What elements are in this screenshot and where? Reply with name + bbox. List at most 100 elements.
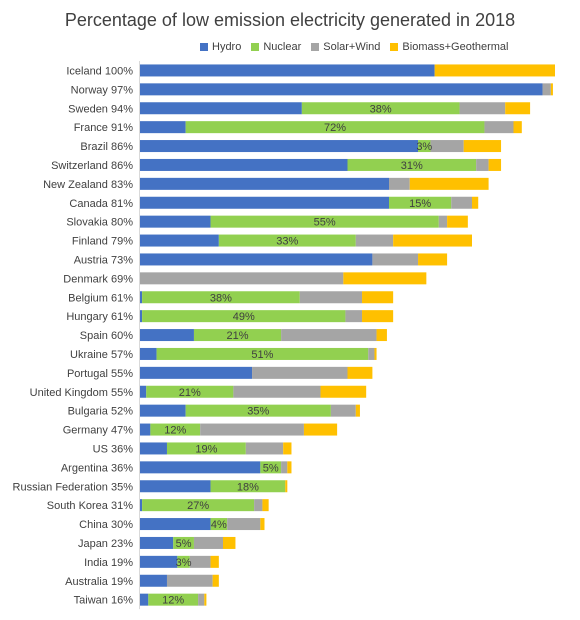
bar-segment-hydro [140, 423, 151, 436]
bar-segment-biomass-geothermal [409, 177, 489, 190]
bar-segment-hydro [140, 196, 389, 209]
legend-swatch [311, 43, 320, 51]
bar-segment-solar-wind [355, 234, 394, 247]
data-label: 19% [195, 443, 217, 455]
bar-segment-nuclear [218, 234, 356, 247]
bar-segment-hydro [140, 140, 419, 153]
legend-label: Biomass+Geothermal [402, 41, 509, 53]
bar-segment-hydro [140, 121, 186, 134]
bar-segment-hydro [140, 64, 435, 77]
bar-segment-biomass-geothermal [393, 234, 472, 247]
category-tick-label: Austria 73% [74, 254, 134, 266]
bar-segment-nuclear [418, 140, 431, 153]
bar-segment-biomass-geothermal [260, 518, 265, 531]
bar-segment-solar-wind [484, 121, 514, 134]
bar-segment-biomass-geothermal [210, 555, 219, 568]
bar-segment-hydro [140, 461, 261, 474]
category-tick-label: Argentina 36% [61, 462, 133, 474]
legend-label: Hydro [212, 41, 242, 53]
bar-segment-solar-wind [299, 291, 363, 304]
bar-segment-hydro [140, 442, 167, 455]
bar-segment-biomass-geothermal [362, 310, 394, 323]
bar-segment-nuclear [210, 518, 228, 531]
bar-segment-solar-wind [281, 461, 288, 474]
bar-segment-biomass-geothermal [505, 102, 531, 115]
legend-item: Biomass+Geothermal [390, 41, 509, 53]
bar-segment-hydro [140, 83, 543, 96]
data-label: 49% [233, 311, 255, 323]
bar-segment-hydro [140, 593, 149, 606]
bar-segment-nuclear [210, 480, 286, 493]
bar-segment-solar-wind [252, 366, 348, 379]
category-tick-label: Belgium 61% [68, 292, 133, 304]
bar-segment-biomass-geothermal [488, 158, 502, 171]
bar-segment-solar-wind [368, 347, 375, 360]
bar-segment-biomass-geothermal [204, 593, 207, 606]
category-tick-label: Taiwan 16% [74, 595, 134, 607]
category-tick-label: Germany 47% [63, 425, 134, 437]
bar-segment-solar-wind [233, 385, 321, 398]
bar-segment-biomass-geothermal [285, 480, 288, 493]
bar-segment-solar-wind [476, 158, 489, 171]
category-tick-label: Switzerland 86% [51, 160, 133, 172]
legend-item: Nuclear [251, 41, 301, 53]
bar-segment-biomass-geothermal [447, 215, 468, 228]
category-tick-label: India 19% [84, 557, 133, 569]
category-tick-label: Brazil 86% [80, 141, 133, 153]
data-label: 21% [227, 330, 249, 342]
bar-segment-hydro [140, 555, 178, 568]
legend-item: Solar+Wind [311, 41, 380, 53]
bar-segment-solar-wind [200, 423, 304, 436]
bar-segment-nuclear [142, 499, 255, 512]
bar-segment-solar-wind [451, 196, 472, 209]
category-tick-label: South Korea 31% [47, 500, 133, 512]
bar-segment-solar-wind [459, 102, 506, 115]
bar-segment-nuclear [347, 158, 477, 171]
legend-label: Nuclear [263, 41, 302, 53]
data-label: 4% [211, 519, 227, 531]
bar-segment-solar-wind [430, 140, 464, 153]
bar-segment-biomass-geothermal [463, 140, 502, 153]
category-tick-label: Hungary 61% [66, 311, 133, 323]
data-label: 21% [179, 387, 201, 399]
legend-item: Hydro [200, 41, 241, 53]
bar-segment-nuclear [166, 442, 246, 455]
bar-segment-hydro [140, 518, 211, 531]
bar-segment-nuclear [142, 291, 300, 304]
bar-segment-solar-wind [193, 536, 223, 549]
bar-segment-solar-wind [140, 272, 344, 285]
bar-segment-solar-wind [281, 329, 377, 342]
bar-segment-hydro [140, 253, 373, 266]
bar-segment-hydro [140, 347, 157, 360]
data-label: 55% [314, 217, 336, 229]
bar-segment-nuclear [389, 196, 452, 209]
legend-label: Solar+Wind [323, 41, 381, 53]
bar-segment-nuclear [185, 121, 485, 134]
category-tick-label: France 91% [74, 122, 134, 134]
bar-segment-biomass-geothermal [550, 83, 553, 96]
bar-segment-solar-wind [227, 518, 261, 531]
bar-segment-nuclear [173, 536, 194, 549]
bar-segment-solar-wind [198, 593, 205, 606]
bar-segment-nuclear [142, 310, 346, 323]
bar-segment-solar-wind [542, 83, 551, 96]
legend-swatch [200, 43, 208, 51]
category-tick-label: US 36% [93, 443, 134, 455]
data-label: 72% [324, 122, 346, 134]
bar-segment-nuclear [146, 385, 234, 398]
bar-segment-hydro [140, 291, 143, 304]
bar-segment-hydro [140, 574, 167, 587]
bar-segment-biomass-geothermal [347, 366, 373, 379]
bar-segment-biomass-geothermal [376, 329, 387, 342]
category-tick-label: Portugal 55% [67, 368, 133, 380]
data-label: 27% [187, 500, 209, 512]
bar-segment-solar-wind [438, 215, 448, 228]
chart-title: Percentage of low emission electricity g… [64, 10, 516, 30]
bar-segment-solar-wind [330, 404, 356, 417]
bar-segment-biomass-geothermal [320, 385, 367, 398]
bar-segment-biomass-geothermal [355, 404, 360, 417]
category-tick-label: Finland 79% [72, 236, 133, 248]
bar-segment-nuclear [156, 347, 369, 360]
bar-segment-biomass-geothermal [418, 253, 448, 266]
bar-segment-nuclear [260, 461, 282, 474]
